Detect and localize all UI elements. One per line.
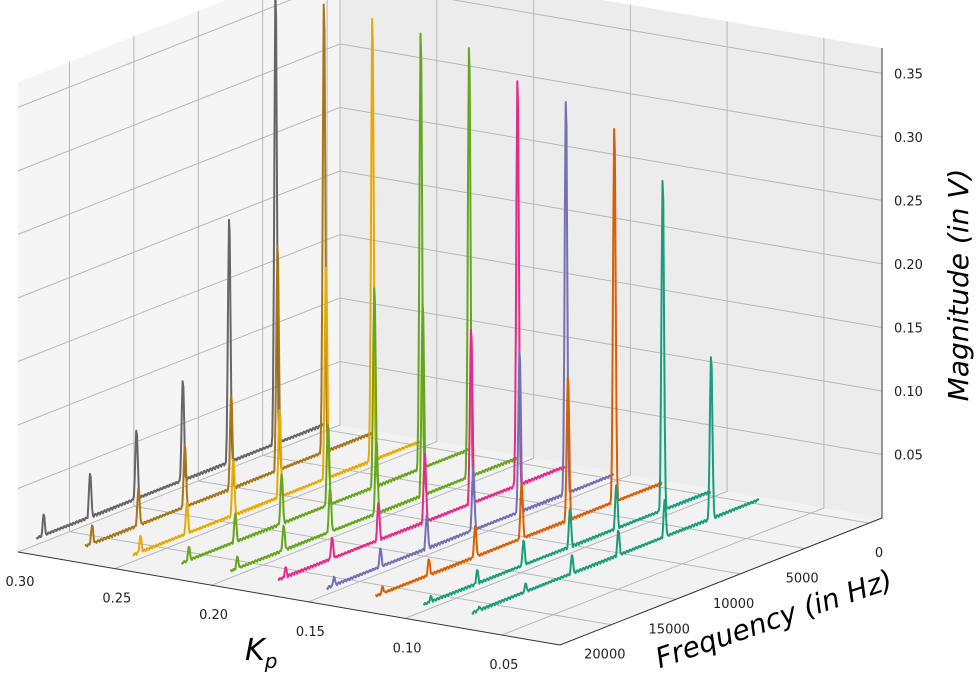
- spectrum-line-6: [326, 101, 615, 590]
- grid-line-freq-3: [133, 36, 676, 600]
- y-tick-label-4: 20000: [584, 648, 625, 663]
- x-tick-label-3: 0.15: [296, 625, 325, 640]
- grid-line-mag-3: [17, 170, 883, 299]
- left-wall-pane: [18, 0, 340, 552]
- spectrum-line-3: [180, 32, 470, 565]
- grid-line-kp-3: [308, 4, 631, 603]
- grid-line-kp-4: [404, 21, 728, 619]
- spectrum-line-8: [422, 179, 712, 606]
- grid-line-mag-5: [17, 43, 883, 172]
- z-axis-label: Magnitude (in V): [942, 169, 975, 402]
- x-axis-line: [17, 551, 561, 646]
- grid-line-mag-0: [17, 360, 883, 489]
- grid-line-kp-0: [17, 0, 341, 553]
- grid-line-mag-4: [17, 106, 883, 235]
- grid-line-kp-5: [501, 38, 825, 636]
- y-tick-label-2: 10000: [713, 597, 754, 612]
- grid-line-freq-4: [69, 61, 612, 626]
- spectrum-line-4: [229, 47, 518, 573]
- x-tick-label-2: 0.20: [199, 608, 228, 623]
- z-tick-label-4: 0.25: [894, 194, 923, 209]
- spectrum-line-1: [84, 3, 373, 548]
- z-tick-label-0: 0.05: [894, 449, 923, 464]
- grid-line-kp-2: [211, 0, 535, 586]
- spectrum-line-5: [277, 80, 566, 582]
- grid-line-freq-2: [197, 10, 741, 575]
- y-tick-label-1: 5000: [786, 572, 819, 587]
- x-tick-label-0: 0.30: [6, 575, 35, 590]
- y-tick-label-0: 0: [875, 546, 883, 561]
- tick-labels: 0.30 0.25 0.20 0.15 0.10 0.05 0 5000 10000 15000 2…: [6, 67, 923, 673]
- x-axis-label-subscript: p: [264, 649, 278, 673]
- y-axis-line: [559, 517, 883, 646]
- x-axis-label-main: K: [245, 633, 267, 668]
- spectrum-line-2: [132, 18, 421, 557]
- x-tick-label-1: 0.25: [102, 592, 131, 607]
- x-tick-label-4: 0.10: [393, 641, 422, 656]
- z-tick-label-2: 0.15: [894, 322, 923, 337]
- spectrum-line-0: [35, 0, 324, 540]
- back-wall-pane: [340, 0, 882, 518]
- grid-lines: [17, 0, 883, 646]
- z-tick-label-3: 0.20: [894, 258, 923, 273]
- x-tick-label-5: 0.05: [489, 658, 518, 673]
- spectrum-line-7: [375, 128, 663, 598]
- grid-line-mag-6: [17, 0, 883, 108]
- grid-line-mag-2: [17, 233, 883, 362]
- grid-line-freq-1: [262, 0, 805, 549]
- x-axis-label: Kp: [245, 633, 277, 673]
- z-tick-label-1: 0.10: [894, 385, 923, 400]
- z-tick-label-5: 0.30: [894, 131, 923, 146]
- grid-line-kp-1: [114, 0, 438, 570]
- y-tick-label-3: 15000: [649, 622, 690, 637]
- z-tick-label-6: 0.35: [894, 67, 923, 82]
- grid-line-mag-1: [17, 297, 883, 426]
- spectrum-line-9: [471, 356, 760, 615]
- spectra-series: [35, 0, 760, 615]
